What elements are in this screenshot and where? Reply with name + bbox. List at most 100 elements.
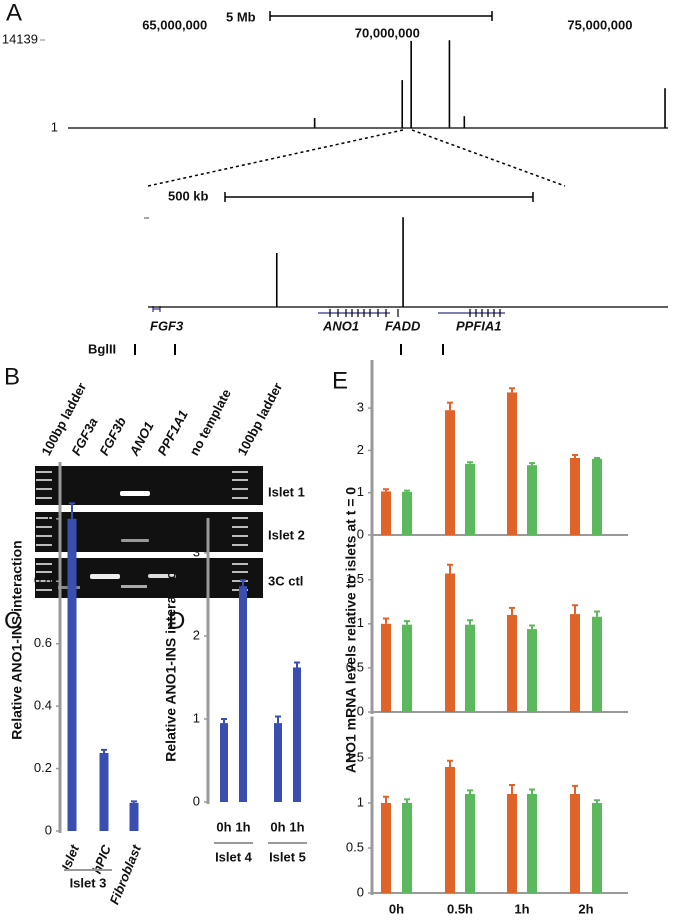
error-bar <box>447 563 453 574</box>
error-bar <box>529 624 535 630</box>
y-tick-label: 0.8 <box>34 573 52 588</box>
gel-row-label: Islet 2 <box>268 527 305 542</box>
error-bar <box>447 401 453 411</box>
error-bar <box>383 488 389 492</box>
y-tick-label: 2 <box>357 442 364 457</box>
error-bar <box>509 387 515 393</box>
bar <box>507 392 517 535</box>
bar <box>570 794 580 893</box>
panel-label: B <box>4 363 20 390</box>
error-bar <box>467 619 473 625</box>
bar <box>592 458 602 535</box>
y-tick-label: 1 <box>357 615 364 630</box>
bar <box>507 794 517 893</box>
bar <box>465 624 475 712</box>
y-tick-label: 1 <box>193 710 200 725</box>
x-tick-label: 0h <box>270 819 285 834</box>
bar <box>445 573 455 712</box>
error-bar <box>221 717 227 724</box>
bar <box>129 802 139 831</box>
error-bar <box>509 784 515 794</box>
enzyme-label: BglII <box>88 341 116 356</box>
error-bar <box>572 604 578 615</box>
error-bar <box>529 462 535 466</box>
error-bar <box>509 606 515 615</box>
y-tick-label: 3 <box>193 544 200 559</box>
y-tick-label: 1 <box>45 510 52 525</box>
gel-lane-label: FGF3b <box>96 415 129 458</box>
bar <box>274 723 282 802</box>
y-tick-label: 2 <box>193 627 200 642</box>
y-tick-label: 0 <box>45 822 52 837</box>
bar <box>592 616 602 712</box>
x-tick-label: 70,000,000 <box>355 25 420 40</box>
bar <box>220 723 228 802</box>
x-tick-label: 1h <box>514 901 529 916</box>
error-bar <box>240 579 246 587</box>
x-tick-label: 0.5h <box>447 901 473 916</box>
bar <box>402 624 412 712</box>
error-bar <box>404 620 410 625</box>
bar <box>527 629 537 712</box>
panel-label: E <box>332 367 348 394</box>
bar <box>507 614 517 712</box>
error-bar <box>594 799 600 803</box>
gene-track <box>152 306 505 317</box>
error-bar <box>131 800 137 803</box>
y-tick-label: 0.6 <box>34 635 52 650</box>
scale-bar <box>269 11 493 21</box>
error-bar <box>404 489 410 492</box>
y-tick-label: 1 <box>51 119 58 134</box>
scale-label: 500 kb <box>168 188 209 203</box>
y-axis-label: Relative ANO1-INS interaction <box>163 562 179 761</box>
gel-row-label: 3C ctl <box>268 573 303 588</box>
error-bar <box>594 610 600 617</box>
y-tick-label: 14139 <box>2 31 38 46</box>
error-bar <box>69 502 75 519</box>
y-tick-label: 0 <box>193 793 200 808</box>
bar <box>402 803 412 893</box>
y-tick-label: 1 <box>357 794 364 809</box>
error-bar <box>447 759 453 767</box>
bar <box>381 623 391 712</box>
gel-row-label: Islet 1 <box>268 484 305 499</box>
bar <box>465 794 475 893</box>
error-bar <box>572 454 578 458</box>
panel-label: A <box>6 0 22 26</box>
bar <box>527 465 537 535</box>
bar <box>527 794 537 893</box>
error-bar <box>383 617 389 624</box>
bar <box>465 463 475 535</box>
y-tick-label: 1 <box>357 484 364 499</box>
x-tick-label: Islet <box>58 842 82 872</box>
gene-label: PPFIA1 <box>456 318 502 333</box>
y-tick-label: 0.5 <box>346 839 364 854</box>
x-tick-label: 65,000,000 <box>142 17 207 32</box>
gel-lane-label: 100bp ladder <box>234 380 285 458</box>
group-label: Islet 4 <box>215 849 253 864</box>
enzyme-sites <box>134 344 444 355</box>
error-bar <box>467 461 473 464</box>
bar <box>67 518 77 831</box>
y-axis-label: ANO1 mRNA levels relative to islets at t… <box>343 487 359 773</box>
gene-label: FGF3 <box>150 318 184 333</box>
y-tick-label: 3 <box>357 400 364 415</box>
gel-lane-label: no template <box>186 387 234 458</box>
group-label: Islet 5 <box>269 849 306 864</box>
y-tick-label: 1.5 <box>346 749 364 764</box>
y-tick-label: 0.4 <box>34 698 52 713</box>
bar <box>239 586 247 802</box>
x-tick-label: 1h <box>289 819 304 834</box>
x-tick-label: 2h <box>578 901 593 916</box>
x-tick-label: 1h <box>235 819 250 834</box>
group-label: Islet 3 <box>70 875 107 890</box>
y-axis-label: Relative ANO1-INS interaction <box>9 540 25 739</box>
y-tick-label: 0.5 <box>346 659 364 674</box>
error-bar <box>383 795 389 803</box>
gene-label: FADD <box>385 318 421 333</box>
error-bar <box>275 715 281 724</box>
zoom-lines <box>147 129 566 187</box>
error-bar <box>529 788 535 794</box>
error-bar <box>467 789 473 794</box>
